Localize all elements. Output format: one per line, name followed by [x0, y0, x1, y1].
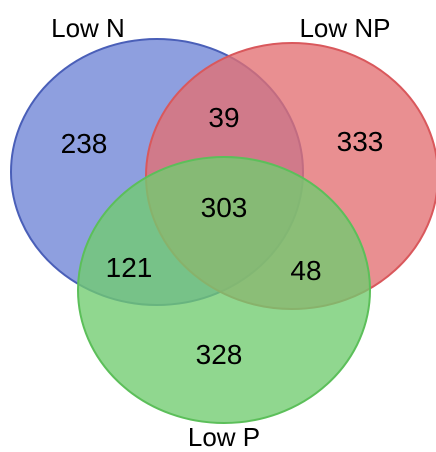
count-low-np-low-p: 48: [290, 255, 321, 286]
count-low-np-only: 333: [337, 126, 384, 157]
count-low-n-low-np: 39: [208, 102, 239, 133]
set-label-low-p: Low P: [188, 422, 260, 452]
count-all-three: 303: [201, 192, 248, 223]
set-label-low-n: Low N: [51, 13, 125, 43]
set-circle-low-p: [77, 156, 371, 424]
set-label-low-np: Low NP: [299, 13, 390, 43]
count-low-n-only: 238: [61, 128, 108, 159]
count-low-p-only: 328: [196, 339, 243, 370]
count-low-n-low-p: 121: [106, 252, 153, 283]
